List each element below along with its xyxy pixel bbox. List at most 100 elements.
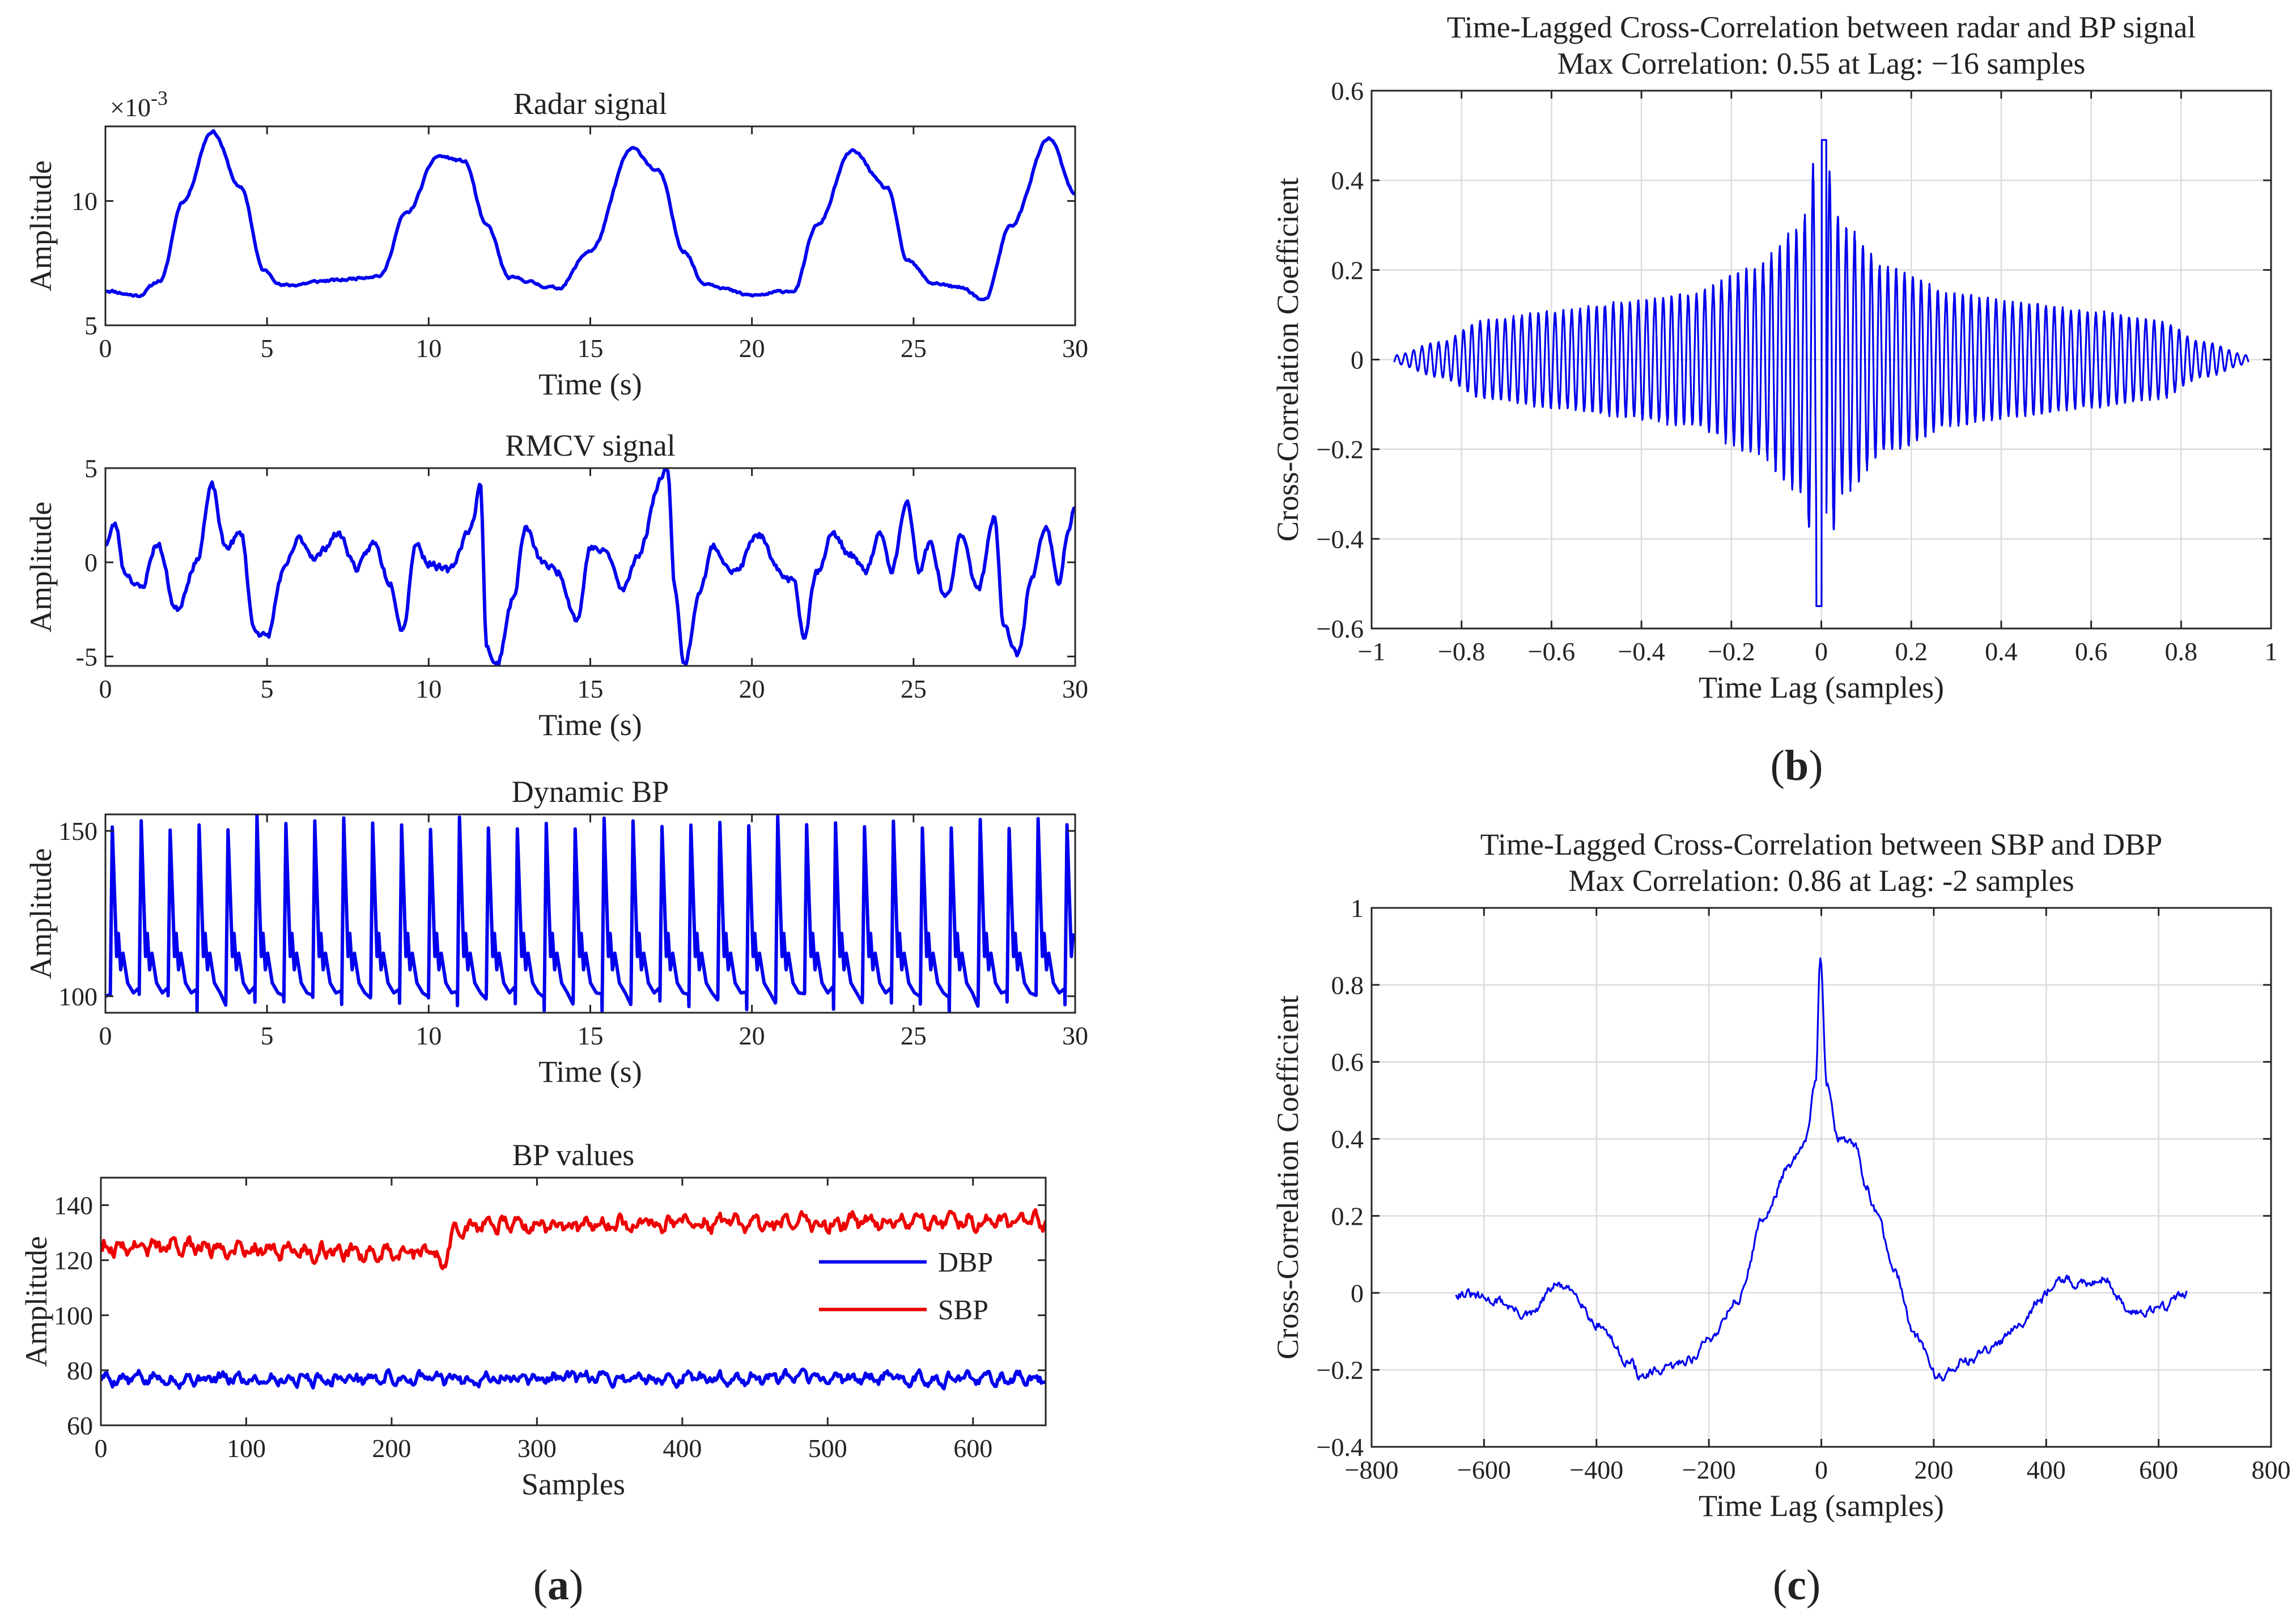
y-axis-label: Amplitude [19, 1236, 53, 1367]
x-tick-label: 25 [901, 1021, 927, 1050]
x-tick-label: 30 [1062, 334, 1088, 363]
y-tick-label: 0 [1351, 1279, 1364, 1307]
x-tick-label: −0.8 [1438, 637, 1485, 666]
x-tick-label: 0 [95, 1434, 108, 1463]
y-axis-label: Amplitude [24, 848, 58, 979]
y-tick-label: 60 [67, 1411, 93, 1440]
x-tick-label: 400 [2027, 1455, 2066, 1484]
x-tick-label: 30 [1062, 1021, 1088, 1050]
x-tick-label: 15 [578, 334, 604, 363]
x-tick-label: 200 [1914, 1455, 1953, 1484]
series-line-sbp [101, 1208, 1046, 1271]
y-axis-label: Amplitude [24, 502, 58, 632]
x-tick-label: 600 [2139, 1455, 2178, 1484]
y-tick-label: 5 [84, 454, 97, 483]
x-tick-label: 0.6 [2075, 637, 2108, 666]
x-tick-label: 25 [901, 674, 927, 703]
chart-title: Dynamic BP [512, 775, 669, 809]
x-axis-label: Time (s) [538, 1055, 642, 1089]
panel-label-b: (b) [1771, 742, 1823, 789]
legend-label-dbp: DBP [938, 1246, 993, 1278]
x-tick-label: 5 [261, 674, 274, 703]
x-axis-label: Samples [521, 1467, 625, 1501]
y-tick-label: 1 [1351, 894, 1364, 923]
x-tick-label: 400 [663, 1434, 702, 1463]
chart-title: Time-Lagged Cross-Correlation between ra… [1447, 10, 2196, 44]
y-tick-label: 10 [71, 187, 97, 216]
y-tick-label: -5 [76, 642, 97, 671]
x-tick-label: 15 [578, 674, 604, 703]
x-axis-label: Time Lag (samples) [1699, 1489, 1944, 1523]
x-tick-label: 0 [99, 334, 112, 363]
plot-frame [104, 467, 1076, 667]
series-line-rmcv [105, 468, 1075, 666]
exponent-power: -3 [151, 87, 168, 109]
x-tick-label: 5 [261, 1021, 274, 1050]
x-axis-label: Time Lag (samples) [1699, 670, 1944, 704]
y-tick-label: 0.4 [1331, 166, 1364, 195]
y-axis-label: Amplitude [24, 160, 58, 291]
chart-bpvalues: 0 100 200 300 400 500 600 60 80 100 120 140 BP value… [19, 1138, 1047, 1501]
x-tick-label: 600 [953, 1434, 992, 1463]
y-tick-label: −0.4 [1317, 525, 1364, 554]
chart-title: Time-Lagged Cross-Correlation between SB… [1480, 827, 2162, 861]
series-line-xcorr [1455, 957, 2188, 1382]
x-tick-label: −600 [1457, 1455, 1511, 1484]
plot-frame [100, 1177, 1047, 1426]
y-tick-label: 0.4 [1331, 1125, 1364, 1154]
panel-label-c: (c) [1773, 1561, 1820, 1609]
y-tick-label: −0.2 [1317, 1356, 1364, 1385]
y-tick-label: 150 [58, 817, 97, 846]
y-axis-label: Cross-Correlation Coefficient [1271, 995, 1305, 1359]
x-tick-label: 15 [578, 1021, 604, 1050]
y-tick-label: −0.6 [1317, 614, 1364, 643]
x-tick-label: 1 [2265, 637, 2278, 666]
chart-dynbp: 0 5 10 15 20 25 30 100 150 Dynamic BP Time (s) Ampl… [24, 775, 1088, 1089]
chart-xcorr_sbp_dbp: −800 −600 −400 −200 0 200 400 600 800 −0.4 −0.2 0 0.… [1271, 827, 2291, 1523]
x-tick-label: 10 [415, 334, 442, 363]
x-tick-label: 200 [372, 1434, 411, 1463]
y-tick-label: 0.8 [1331, 971, 1364, 1000]
x-tick-label: −1 [1358, 637, 1386, 666]
y-tick-label: 0.2 [1331, 256, 1364, 284]
panel-label-a: (a) [533, 1561, 584, 1609]
y-tick-label: 100 [54, 1301, 93, 1330]
x-tick-label: −200 [1682, 1455, 1736, 1484]
x-tick-label: 0 [99, 1021, 112, 1050]
x-tick-label: 300 [517, 1434, 557, 1463]
chart-title: RMCV signal [505, 428, 676, 462]
x-tick-label: −400 [1569, 1455, 1623, 1484]
series-line-dynamic-bp [105, 814, 1075, 1013]
x-tick-label: −0.4 [1618, 637, 1665, 666]
series-line-radar [105, 129, 1075, 301]
axis-exponent: ×10-3 [110, 87, 168, 122]
x-tick-label: 20 [739, 334, 765, 363]
chart-title: BP values [512, 1138, 635, 1172]
x-tick-label: −0.2 [1708, 637, 1755, 666]
x-axis-label: Time (s) [538, 708, 642, 742]
x-tick-label: 500 [808, 1434, 847, 1463]
x-tick-label: 100 [227, 1434, 266, 1463]
y-tick-label: 0.6 [1331, 77, 1364, 105]
x-tick-label: 10 [415, 1021, 442, 1050]
x-tick-label: 0 [1815, 637, 1828, 666]
chart-xcorr_radar_bp: −1 −0.8 −0.6 −0.4 −0.2 0 0.2 0.4 0.6 0.8 1 −0.6 −0.4… [1271, 10, 2278, 704]
x-tick-label: 800 [2252, 1455, 2291, 1484]
y-tick-label: 0 [1351, 346, 1364, 375]
y-tick-label: 80 [67, 1356, 93, 1385]
x-tick-label: 25 [901, 334, 927, 363]
y-tick-label: 5 [84, 311, 97, 340]
chart-subtitle: Max Correlation: 0.55 at Lag: −16 sample… [1557, 46, 2086, 80]
legend-label-sbp: SBP [938, 1294, 988, 1326]
legend: DBP SBP [818, 1246, 993, 1326]
x-tick-label: 0.2 [1895, 637, 1928, 666]
series-line-dbp [101, 1367, 1046, 1391]
y-tick-label: 140 [54, 1191, 93, 1220]
y-tick-label: 0.6 [1331, 1048, 1364, 1077]
y-axis-label: Cross-Correlation Coefficient [1271, 177, 1305, 541]
chart-title: Radar signal [513, 87, 667, 121]
series-line-xcorr [1393, 139, 2250, 608]
